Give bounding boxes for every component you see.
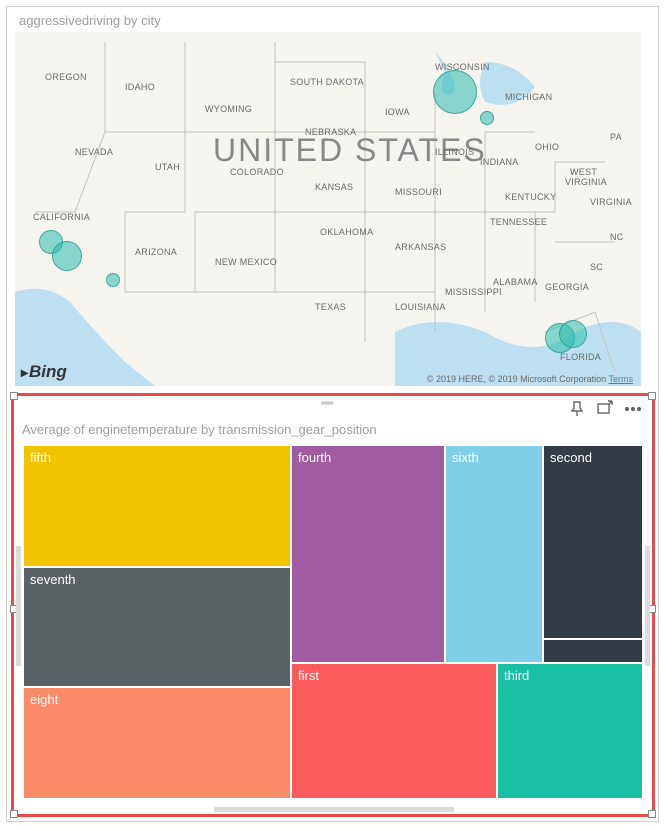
map-title: aggressivedriving by city (15, 11, 649, 32)
state-label: FLORIDA (560, 352, 601, 362)
treemap-tile[interactable]: second (544, 446, 642, 638)
state-label: MISSISSIPPI (445, 287, 502, 297)
selection-handle[interactable] (10, 810, 18, 818)
state-label: OHIO (535, 142, 559, 152)
terms-link[interactable]: Terms (609, 374, 634, 384)
state-label: ALABAMA (493, 277, 538, 287)
state-label: VIRGINIA (590, 197, 632, 207)
map-bubble[interactable] (433, 70, 477, 114)
treemap-tile[interactable] (544, 640, 642, 662)
focus-mode-icon[interactable] (596, 400, 614, 418)
map-bubble[interactable] (52, 241, 82, 271)
state-label: TEXAS (315, 302, 346, 312)
map-bubble[interactable] (106, 273, 120, 287)
state-label: ARKANSAS (395, 242, 446, 252)
pin-icon[interactable] (568, 400, 586, 418)
treemap-tile[interactable]: third (498, 664, 642, 798)
state-label: SC (590, 262, 603, 272)
scrollbar-vertical[interactable] (645, 546, 650, 666)
state-label: WYOMING (205, 104, 252, 114)
state-label: CALIFORNIA (33, 212, 90, 222)
state-label: NEBRASKA (305, 127, 356, 137)
map-visual[interactable]: aggressivedriving by city (15, 11, 649, 389)
state-label: OKLAHOMA (320, 227, 373, 237)
treemap-tile[interactable]: fourth (292, 446, 444, 662)
scrollbar-vertical[interactable] (16, 546, 21, 666)
map-area[interactable]: UNITED STATES OREGONIDAHOWYOMINGSOUTH DA… (15, 32, 641, 386)
treemap-tile[interactable]: eight (24, 688, 290, 798)
treemap-tile[interactable]: seventh (24, 568, 290, 686)
state-label: ILLINOIS (435, 147, 474, 157)
state-label: OREGON (45, 72, 87, 82)
state-label: PA (610, 132, 622, 142)
state-label: UTAH (155, 162, 180, 172)
state-label: MICHIGAN (505, 92, 552, 102)
treemap-area[interactable]: fifthseventheightfourthsixthsecond firstt… (24, 446, 642, 798)
map-bubble[interactable] (559, 320, 587, 348)
map-bubble[interactable] (480, 111, 494, 125)
selection-handle[interactable] (648, 392, 656, 400)
state-label: NC (610, 232, 624, 242)
state-label: GEORGIA (545, 282, 589, 292)
selection-handle[interactable] (648, 810, 656, 818)
state-label: WEST (570, 167, 597, 177)
state-label: IDAHO (125, 82, 155, 92)
state-label: KENTUCKY (505, 192, 556, 202)
state-label: LOUISIANA (395, 302, 446, 312)
treemap-tile[interactable]: sixth (446, 446, 542, 662)
treemap-visual-selected[interactable]: ══ Average of enginetemperature by trans… (11, 393, 655, 817)
scrollbar-horizontal[interactable] (214, 807, 454, 812)
state-label: COLORADO (230, 167, 284, 177)
state-label: NEVADA (75, 147, 113, 157)
selection-handle[interactable] (10, 392, 18, 400)
map-attribution: © 2019 HERE, © 2019 Microsoft Corporatio… (427, 374, 633, 384)
state-label: KANSAS (315, 182, 353, 192)
treemap-tile[interactable]: first (292, 664, 496, 798)
state-label: MISSOURI (395, 187, 442, 197)
visual-toolbar (568, 400, 642, 418)
state-label: NEW MEXICO (215, 257, 277, 267)
state-label: INDIANA (480, 157, 519, 167)
state-label: ARIZONA (135, 247, 177, 257)
bing-logo: Bing (21, 362, 67, 382)
state-label: IOWA (385, 107, 410, 117)
treemap-tile[interactable]: fifth (24, 446, 290, 566)
state-label: TENNESSEE (490, 217, 547, 227)
more-options-icon[interactable] (624, 400, 642, 418)
state-label: SOUTH DAKOTA (290, 77, 364, 87)
report-canvas: aggressivedriving by city (6, 6, 659, 822)
drag-grip-icon[interactable]: ══ (321, 398, 345, 402)
state-label: VIRGINIA (565, 177, 607, 187)
treemap-title: Average of enginetemperature by transmis… (14, 396, 652, 443)
